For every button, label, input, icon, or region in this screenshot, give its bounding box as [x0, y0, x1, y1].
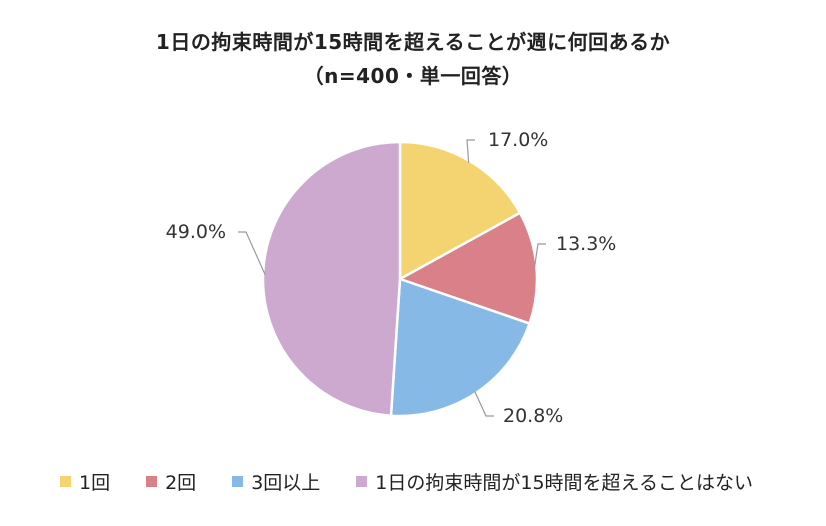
data-label-4: 49.0% — [166, 221, 226, 243]
leader-line-3 — [474, 391, 494, 417]
legend-swatch-4 — [356, 476, 368, 487]
chart-title: 1日の拘束時間が15時間を超えることが週に何回あるか — [155, 30, 671, 54]
legend-label-4: 1日の拘束時間が15時間を超えることはない — [375, 472, 753, 494]
legend-swatch-1 — [60, 476, 71, 487]
chart-subtitle: （n=400・単一回答） — [303, 64, 523, 88]
pie-slice-2 — [396, 211, 539, 326]
legend-label-3: 3回以上 — [251, 472, 321, 494]
leader-line-4 — [238, 231, 266, 275]
pie-slice-4 — [261, 140, 402, 418]
legend-label-1: 1回 — [79, 472, 111, 494]
data-label-3: 20.8% — [503, 405, 563, 427]
data-label-2: 13.3% — [556, 233, 616, 255]
legend-item-3: 3回以上 — [232, 468, 320, 495]
legend-swatch-2 — [146, 476, 158, 487]
legend-label-2: 2回 — [165, 472, 197, 494]
legend-item-1: 1回 — [60, 468, 110, 495]
legend: 1回 2回 3回以上 1日の拘束時間が15時間を超えることはない — [60, 468, 753, 495]
legend-item-4: 1日の拘束時間が15時間を超えることはない — [356, 468, 753, 495]
legend-item-2: 2回 — [146, 468, 196, 495]
pie-slice-1 — [398, 140, 522, 282]
leader-line-2 — [533, 243, 546, 268]
leader-line-1 — [466, 139, 475, 163]
legend-swatch-3 — [232, 476, 244, 487]
data-label-1: 17.0% — [488, 129, 548, 151]
